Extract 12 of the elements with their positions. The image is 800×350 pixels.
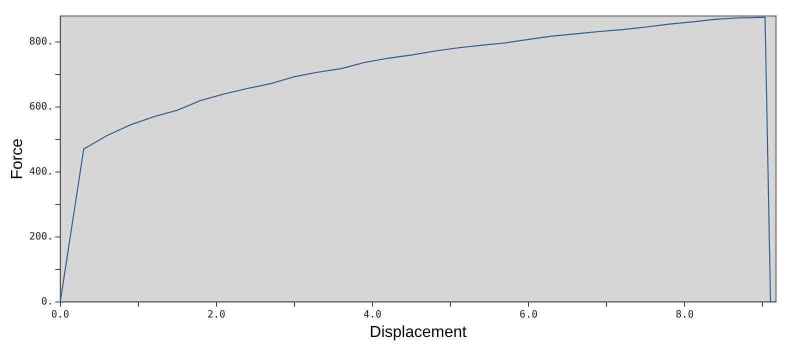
y-tick-label: 400. (29, 166, 54, 178)
x-tick-label: 4.0 (363, 309, 382, 320)
y-tick-label: 800. (29, 36, 54, 48)
y-tick-label: 200. (29, 231, 54, 242)
y-axis-title: Force (9, 138, 26, 180)
x-tick-label: 0.0 (51, 309, 70, 320)
y-tick-label: 0. (41, 296, 54, 308)
x-tick-label: 2.0 (207, 309, 226, 320)
x-tick-label: 6.0 (520, 309, 538, 320)
y-tick-label: 600. (29, 102, 54, 113)
x-axis-title: Displacement (370, 324, 468, 341)
x-tick-label: 8.0 (676, 309, 694, 320)
